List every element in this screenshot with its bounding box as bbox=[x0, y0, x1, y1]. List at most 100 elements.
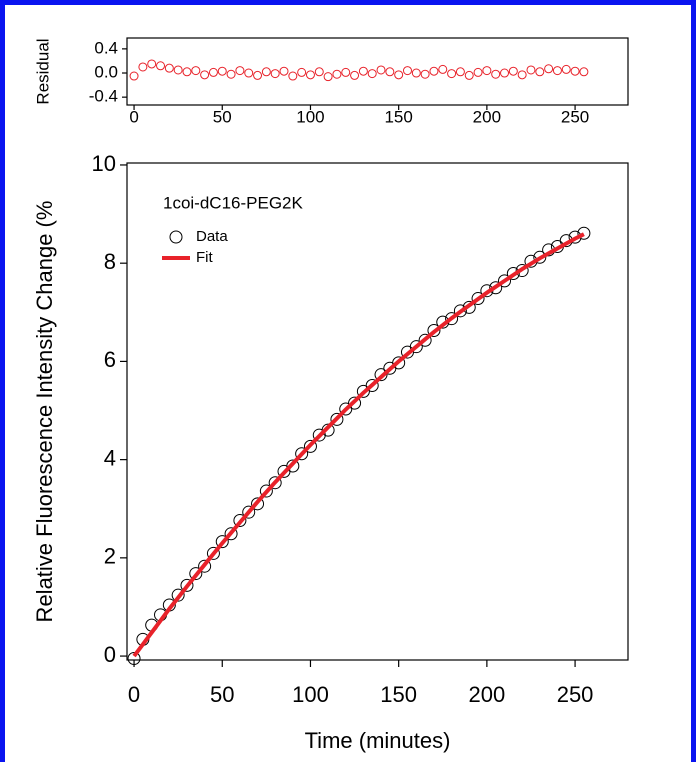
x-tick-label: 250 bbox=[561, 107, 589, 126]
data-point bbox=[365, 378, 379, 392]
data-point bbox=[394, 70, 404, 80]
data-point bbox=[358, 66, 368, 76]
data-point bbox=[259, 484, 273, 498]
data-point bbox=[515, 264, 529, 278]
data-point bbox=[489, 281, 503, 295]
data-point bbox=[251, 497, 265, 511]
data-point bbox=[508, 66, 518, 76]
data-point bbox=[244, 68, 254, 78]
data-point bbox=[376, 65, 386, 75]
data-point bbox=[464, 70, 474, 80]
data-point bbox=[356, 384, 370, 398]
data-point bbox=[242, 505, 256, 519]
plot-frame bbox=[126, 162, 629, 661]
data-point bbox=[385, 67, 395, 77]
x-tick-label: 200 bbox=[473, 107, 501, 126]
data-point bbox=[374, 368, 388, 382]
y-tick-label: -0.4 bbox=[89, 87, 118, 106]
data-point bbox=[418, 333, 432, 347]
data-point bbox=[224, 527, 238, 541]
x-tick-label: 150 bbox=[380, 682, 417, 707]
data-point bbox=[127, 652, 141, 666]
data-point bbox=[217, 66, 227, 76]
data-point bbox=[482, 66, 492, 76]
x-tick-label: 200 bbox=[469, 682, 506, 707]
data-point bbox=[402, 66, 412, 76]
x-tick-label: 50 bbox=[213, 107, 232, 126]
data-point bbox=[171, 588, 185, 602]
data-point bbox=[455, 67, 465, 77]
data-point bbox=[535, 67, 545, 77]
data-point bbox=[533, 250, 547, 264]
data-point bbox=[215, 535, 229, 549]
data-point bbox=[261, 67, 271, 77]
data-point bbox=[305, 70, 315, 80]
data-point bbox=[138, 62, 148, 72]
data-point bbox=[253, 70, 263, 80]
data-point bbox=[189, 567, 203, 581]
data-point bbox=[445, 312, 459, 326]
plot-frame bbox=[126, 37, 629, 106]
data-point bbox=[577, 226, 591, 240]
data-point bbox=[348, 396, 362, 410]
data-point bbox=[303, 439, 317, 453]
data-point bbox=[330, 412, 344, 426]
data-point bbox=[506, 266, 520, 280]
legend-label: Data bbox=[196, 228, 228, 245]
data-point bbox=[288, 71, 298, 81]
data-point bbox=[544, 64, 554, 74]
data-point bbox=[233, 514, 247, 528]
data-point bbox=[321, 423, 335, 437]
data-point bbox=[447, 69, 457, 79]
data-point bbox=[552, 66, 562, 76]
y-tick-label: 0 bbox=[104, 642, 116, 667]
data-point bbox=[367, 69, 377, 79]
y-axis-label: Residual bbox=[33, 38, 52, 104]
data-point bbox=[297, 67, 307, 77]
data-point bbox=[409, 340, 423, 354]
data-point bbox=[427, 323, 441, 337]
data-point bbox=[453, 304, 467, 318]
y-tick-label: 2 bbox=[104, 544, 116, 569]
data-point bbox=[392, 356, 406, 370]
data-point bbox=[323, 72, 333, 82]
data-point bbox=[270, 69, 280, 79]
data-point bbox=[491, 69, 501, 79]
data-point bbox=[350, 70, 360, 80]
fit-line bbox=[132, 232, 585, 658]
data-point bbox=[129, 71, 139, 81]
data-point bbox=[156, 61, 166, 71]
data-point bbox=[498, 274, 512, 288]
data-point bbox=[206, 546, 220, 560]
data-point bbox=[471, 292, 485, 306]
data-point bbox=[173, 65, 183, 75]
x-tick-label: 250 bbox=[557, 682, 594, 707]
data-point bbox=[286, 459, 300, 473]
legend-label: Fit bbox=[196, 249, 213, 266]
data-point bbox=[200, 70, 210, 80]
data-point bbox=[279, 66, 289, 76]
x-tick-label: 150 bbox=[384, 107, 412, 126]
data-point bbox=[226, 69, 236, 79]
y-tick-label: 10 bbox=[92, 151, 116, 176]
data-point bbox=[411, 68, 421, 78]
data-point bbox=[517, 70, 527, 80]
x-tick-label: 100 bbox=[296, 107, 324, 126]
data-point bbox=[473, 67, 483, 77]
data-point bbox=[339, 402, 353, 416]
data-point bbox=[341, 67, 351, 77]
data-point bbox=[579, 67, 589, 77]
data-point bbox=[526, 65, 536, 75]
data-point bbox=[208, 67, 218, 77]
data-point bbox=[164, 63, 174, 73]
data-point bbox=[500, 68, 510, 78]
data-point bbox=[438, 64, 448, 74]
y-tick-label: 8 bbox=[104, 249, 116, 274]
data-point bbox=[235, 66, 245, 76]
x-tick-label: 50 bbox=[210, 682, 234, 707]
y-axis-label: Relative Fluorescence Intensity Change (… bbox=[32, 201, 57, 623]
annotation: 1coi-dC16-PEG2K bbox=[163, 193, 304, 212]
